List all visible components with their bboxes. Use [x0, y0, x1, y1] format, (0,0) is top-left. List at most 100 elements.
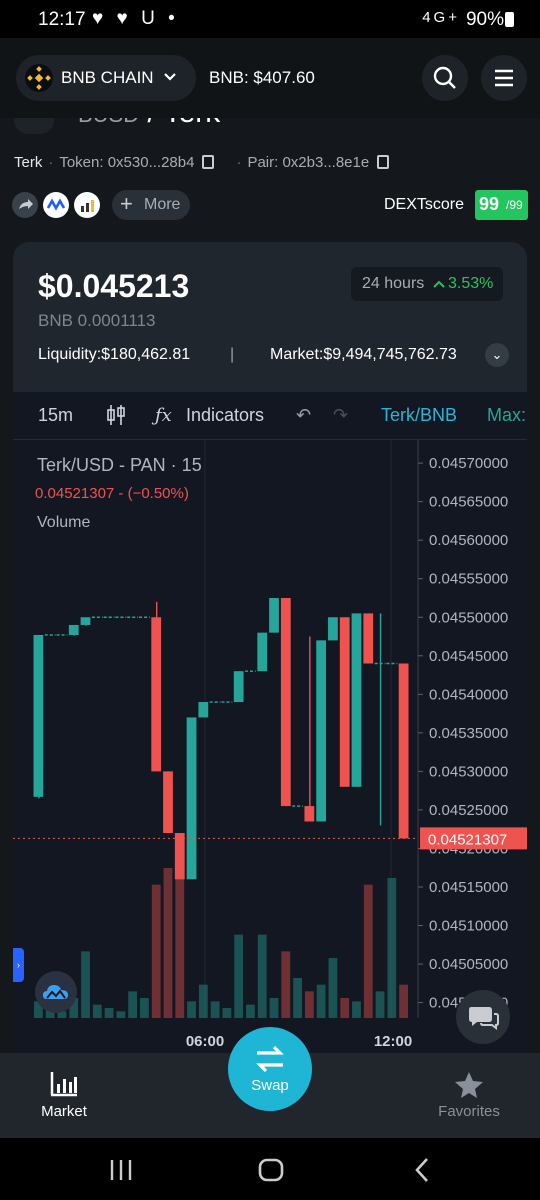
battery-level: 90%	[465, 9, 504, 30]
liquidity-value: $180,462.81	[101, 346, 191, 363]
redo-icon[interactable]: ↷	[333, 405, 349, 425]
price-card: $0.045213 BNB 0.0001113 24 hours 3.53% L…	[13, 242, 527, 392]
volume-bar	[316, 984, 326, 1018]
pair-separator: /	[147, 118, 155, 129]
bnb-logo-icon	[25, 64, 53, 92]
last-price-label: 0.04521307	[428, 831, 507, 848]
candle-body	[398, 663, 409, 839]
candle-body	[328, 617, 338, 641]
nav-favorites[interactable]: Favorites	[419, 1071, 519, 1120]
expand-chevron-icon[interactable]: ⌄	[485, 343, 509, 367]
candle-body	[304, 806, 315, 822]
price-bnb: BNB 0.0001113	[38, 311, 156, 330]
y-tick-label: 0.04510000	[429, 918, 508, 935]
dextscore-badge[interactable]: 99 /99	[475, 190, 528, 220]
volume-bar	[387, 878, 397, 1018]
undo-icon[interactable]: ↶	[296, 405, 312, 425]
bottom-navigation: Market Swap Favorites	[0, 1027, 540, 1138]
candle-body	[257, 632, 268, 672]
volume-bar	[234, 934, 244, 1018]
search-button[interactable]	[422, 55, 468, 101]
candle-body	[339, 617, 350, 787]
back-icon[interactable]	[412, 1157, 432, 1183]
y-tick-label: 0.04505000	[429, 956, 508, 973]
share-icon[interactable]	[12, 192, 38, 218]
candle-type-icon[interactable]	[105, 403, 127, 432]
volume-bar	[375, 991, 385, 1018]
volume-bar	[81, 951, 90, 1018]
chart-pair-toggle[interactable]: Terk/BNB	[381, 405, 458, 425]
coingecko-chart-icon[interactable]	[74, 192, 100, 218]
volume-bar	[128, 991, 138, 1018]
y-tick-label: 0.04545000	[429, 648, 508, 665]
token-info-row: Terk · Token: 0x530...28b4 · Pair: 0x2b3...8…	[14, 154, 405, 171]
volume-bar	[399, 984, 408, 1018]
volume-bar	[269, 998, 279, 1018]
nav-market[interactable]: Market	[14, 1071, 114, 1120]
drawing-panel-toggle[interactable]: ›	[13, 948, 24, 982]
home-icon[interactable]	[257, 1157, 285, 1183]
candle-body	[351, 613, 362, 787]
change-value: 3.53%	[448, 275, 494, 292]
candle-body	[363, 613, 374, 664]
chart-toolbar: 15m ƒx Indicators ↶ ↷ Terk/BNB Max:	[13, 392, 527, 440]
volume-bar	[175, 868, 185, 1018]
status-bar: 12:17 ♥ ♥ U • 4G+ 90%	[0, 0, 540, 38]
cloud-icon	[43, 985, 68, 999]
copy-pair-icon[interactable]	[377, 155, 390, 169]
chat-button[interactable]	[456, 990, 510, 1044]
candle-body	[198, 702, 209, 718]
coinmarketcap-icon[interactable]	[43, 192, 69, 218]
market-label: Market:	[270, 346, 324, 363]
swap-button[interactable]: Swap	[228, 1027, 312, 1111]
chart-legend-title: Terk/USD - PAN · 15	[37, 455, 202, 475]
dextscore-total: /99	[506, 198, 523, 212]
network-indicator: 4G+	[422, 9, 460, 26]
change-period: 24 hours	[362, 275, 425, 292]
cloud-save-button[interactable]	[35, 971, 77, 1013]
chart-legend-volume: Volume	[37, 514, 91, 531]
back-button[interactable]	[14, 118, 54, 134]
candle-body	[174, 833, 185, 880]
volume-bar	[92, 1004, 102, 1018]
volume-bar	[340, 998, 350, 1018]
copy-token-icon[interactable]	[202, 155, 215, 169]
more-links-button[interactable]: + More	[112, 190, 190, 220]
bar-chart-icon	[50, 1072, 77, 1097]
volume-bar	[246, 1004, 255, 1018]
y-tick-label: 0.04515000	[429, 879, 508, 896]
volume-bar	[304, 991, 314, 1018]
indicators-button[interactable]: Indicators	[186, 405, 265, 425]
price-chart[interactable]: 15m ƒx Indicators ↶ ↷ Terk/BNB Max: 0.04…	[13, 392, 527, 1053]
menu-button[interactable]	[481, 55, 527, 101]
token-page: BUSD / Terk Terk·Token: 0x530...28b4·Pai…	[0, 118, 540, 1053]
candle-body	[186, 717, 197, 880]
y-tick-label: 0.04560000	[429, 532, 508, 549]
bnb-price: BNB: $407.60	[209, 68, 315, 87]
volume-bar	[281, 951, 291, 1018]
search-icon	[433, 66, 456, 89]
swap-label: Swap	[251, 1077, 289, 1094]
recent-apps-icon[interactable]	[108, 1159, 134, 1181]
timeframe-button[interactable]: 15m	[38, 405, 74, 425]
volume-bar	[222, 1008, 232, 1018]
candle-body	[33, 634, 44, 797]
volume-bar	[57, 1011, 67, 1018]
chain-selector-button[interactable]: BNB CHAIN	[16, 55, 196, 101]
y-tick-label: 0.04525000	[429, 802, 508, 819]
price-change-selector[interactable]: 24 hours 3.53%	[351, 267, 503, 301]
arrow-up-icon	[433, 280, 445, 288]
last-price-tag	[420, 827, 527, 850]
candle-body	[269, 597, 279, 633]
candle-body	[151, 617, 162, 772]
indicators-icon[interactable]: ƒx	[155, 405, 172, 426]
candlestick-plot[interactable]: 0.04570000 0.04565000 0.04560000 0.04555000…	[13, 440, 527, 1053]
y-tick-label: 0.04540000	[429, 686, 508, 703]
x-tick-label: 12:00	[374, 1033, 412, 1050]
volume-bar	[257, 934, 267, 1018]
market-value: $9,494,745,762.73	[323, 346, 457, 363]
y-tick-label: 0.04570000	[429, 455, 508, 472]
candle-body	[233, 671, 244, 703]
max-label[interactable]: Max:	[487, 405, 527, 425]
liquidity-separator: |	[230, 346, 235, 363]
